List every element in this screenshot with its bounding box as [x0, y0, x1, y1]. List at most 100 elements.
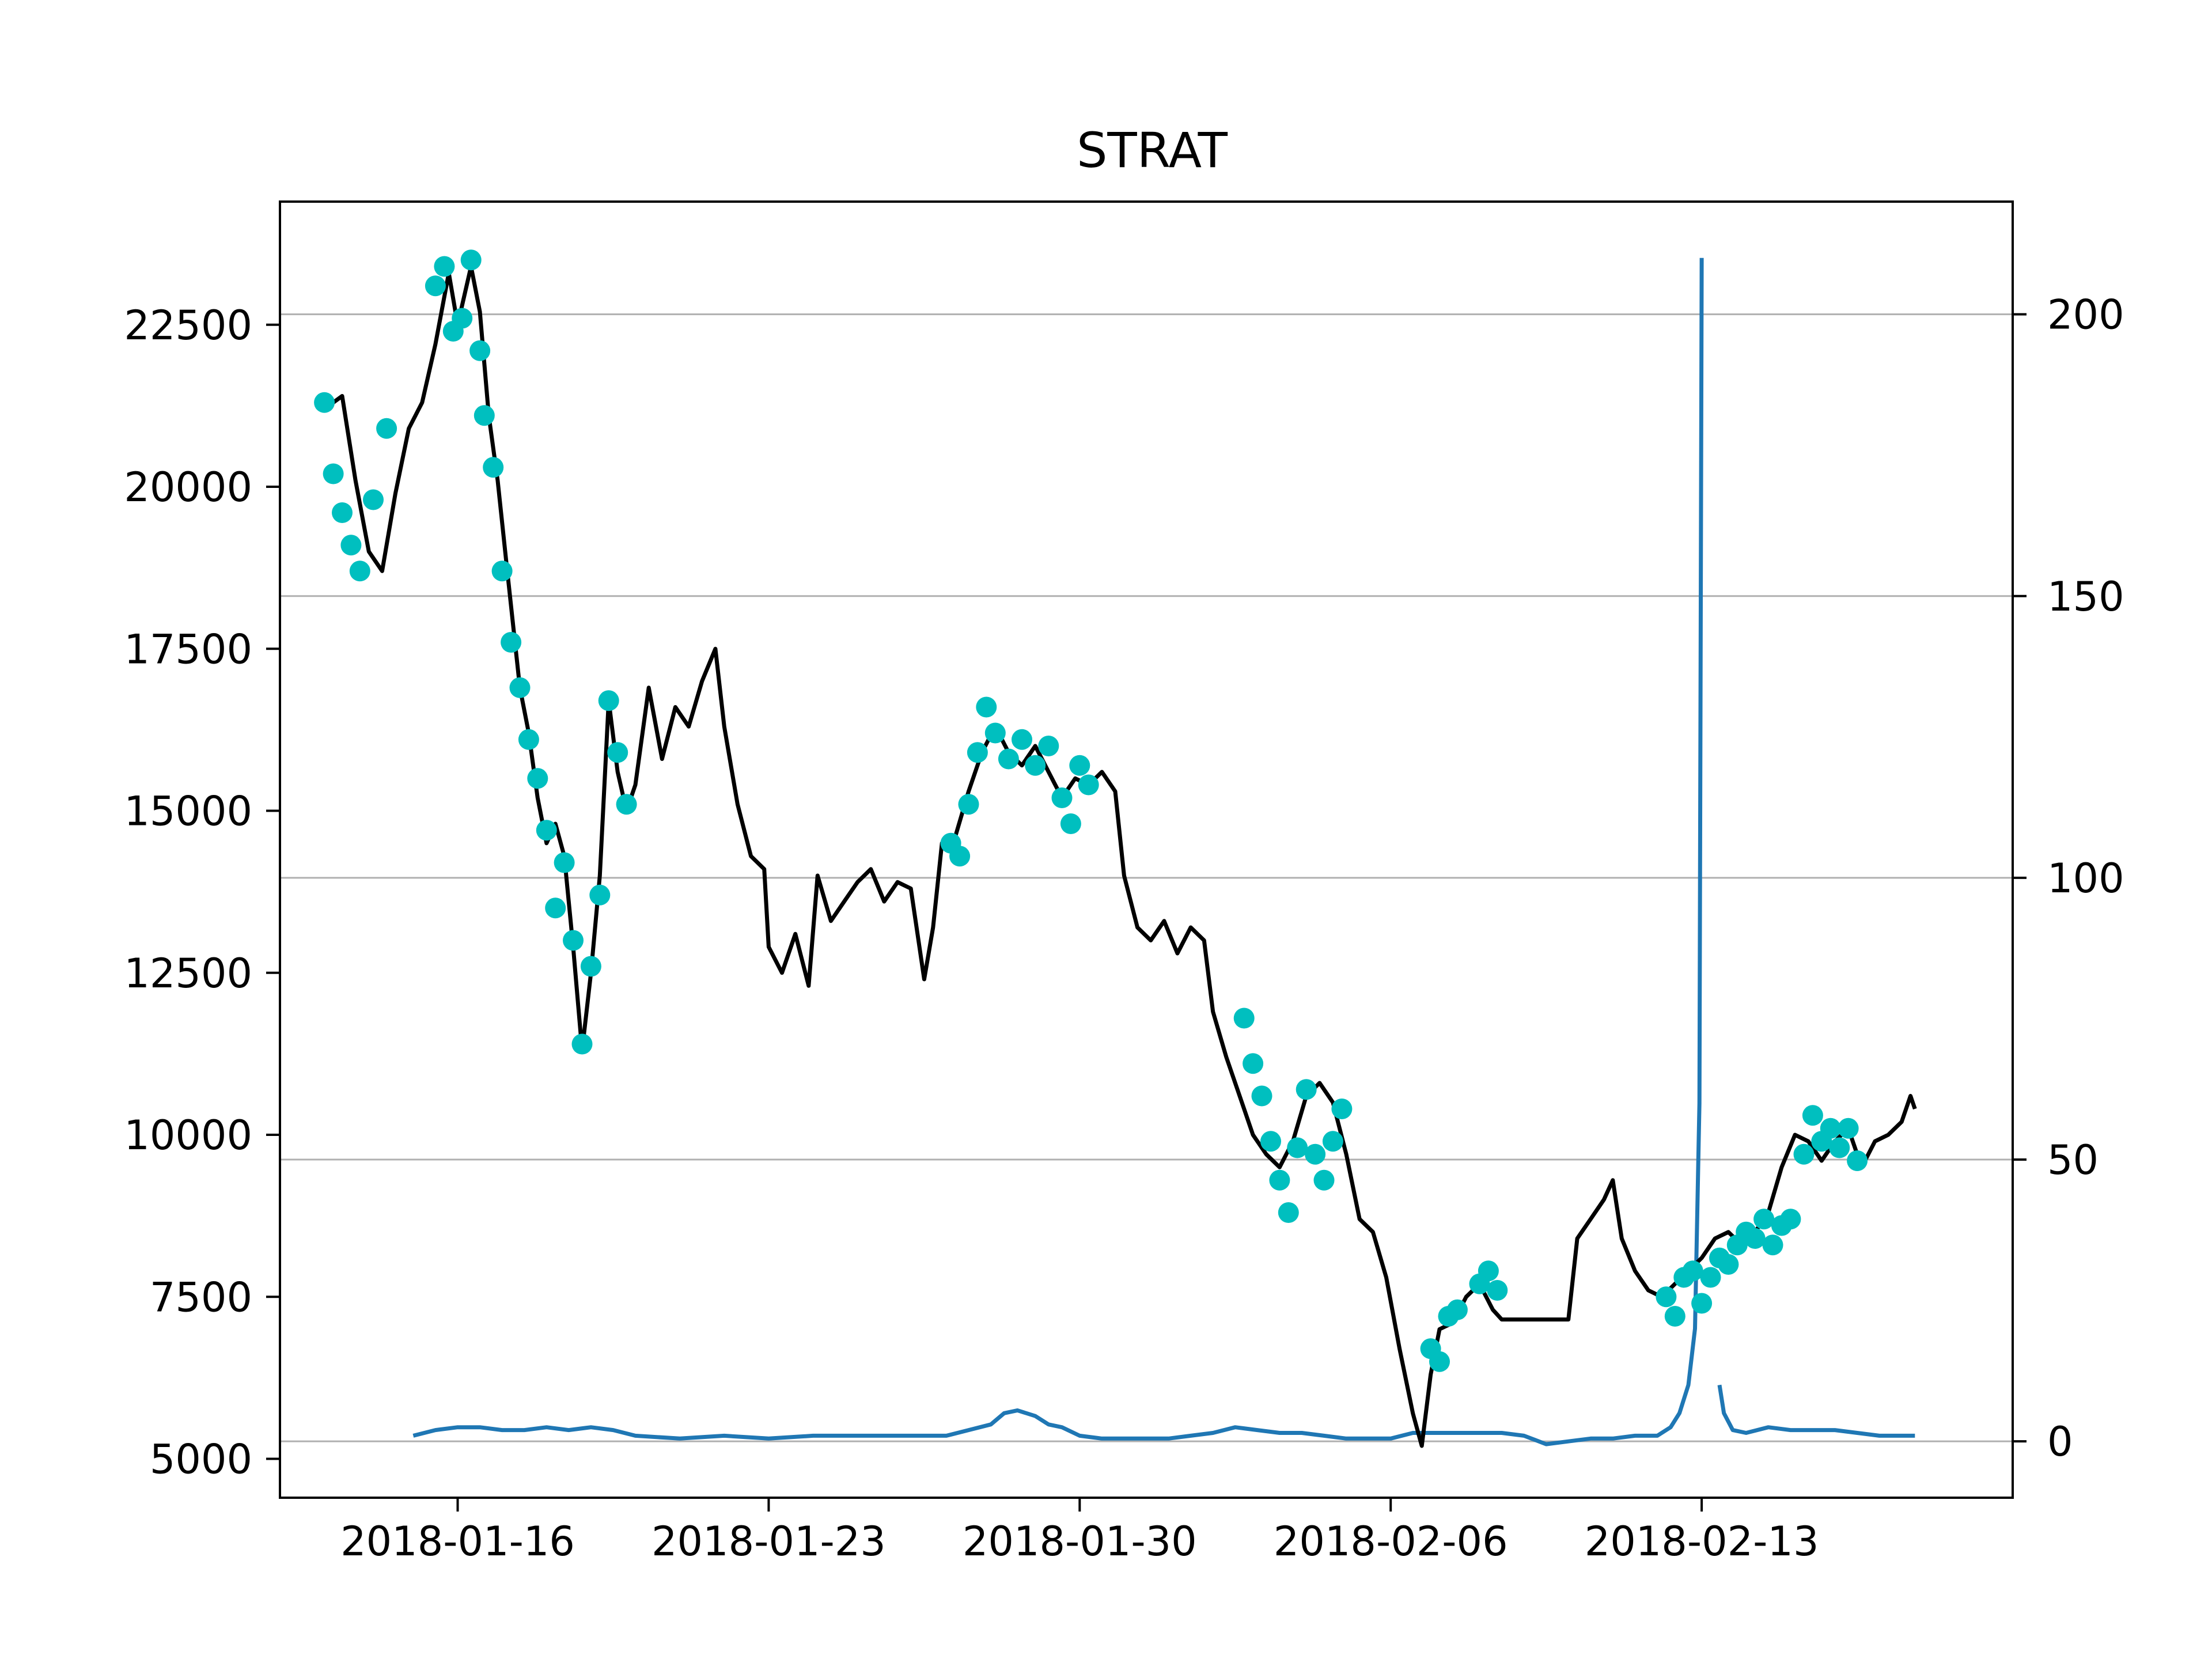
marker-point-44 — [1233, 1007, 1255, 1029]
marker-point-2 — [332, 502, 353, 523]
marker-point-8 — [434, 256, 455, 277]
marker-point-82 — [1829, 1137, 1850, 1158]
marker-point-34 — [976, 696, 997, 718]
grid-layer — [280, 313, 2013, 1442]
marker-point-50 — [1287, 1137, 1308, 1158]
marker-point-57 — [1429, 1351, 1450, 1372]
marker-point-12 — [469, 340, 491, 361]
marker-point-63 — [1656, 1286, 1677, 1308]
marker-point-6 — [376, 418, 397, 439]
marker-point-35 — [984, 722, 1006, 744]
marker-point-66 — [1682, 1260, 1703, 1282]
marker-point-37 — [1012, 729, 1032, 750]
marker-point-75 — [1762, 1234, 1783, 1256]
marker-point-48 — [1269, 1169, 1290, 1191]
marker-point-54 — [1322, 1131, 1343, 1152]
marker-point-47 — [1260, 1131, 1281, 1152]
marker-point-73 — [1744, 1228, 1766, 1249]
marker-point-15 — [491, 560, 513, 582]
marker-point-0 — [314, 392, 335, 413]
x-axis: 2018-01-16 2018-01-23 2018-01-30 2018-02-06… — [340, 1498, 1819, 1565]
x-tick-label-0: 2018-01-16 — [340, 1518, 575, 1565]
marker-point-24 — [571, 1033, 593, 1055]
marker-point-84 — [1847, 1150, 1868, 1171]
marker-point-16 — [501, 632, 522, 653]
marker-point-18 — [518, 729, 539, 750]
y-tick-label-6: 20000 — [124, 464, 252, 511]
y-axis-right: 0 50 100 150 200 — [2013, 291, 2124, 1465]
marker-point-17 — [509, 677, 531, 698]
marker-point-19 — [527, 768, 548, 789]
y-tick-label-0: 5000 — [150, 1436, 252, 1483]
marker-point-77 — [1780, 1209, 1801, 1230]
marker-point-21 — [545, 897, 566, 919]
marker-point-42 — [1069, 755, 1090, 776]
marker-point-55 — [1331, 1099, 1353, 1119]
marker-point-20 — [536, 820, 557, 841]
y-tick-label-7: 22500 — [124, 302, 252, 349]
marker-point-5 — [363, 489, 384, 510]
marker-point-28 — [607, 742, 628, 763]
y-tick-label-1: 7500 — [150, 1274, 252, 1321]
marker-point-11 — [460, 249, 482, 271]
marker-point-22 — [554, 852, 575, 873]
marker-point-67 — [1691, 1293, 1713, 1314]
marker-point-81 — [1820, 1118, 1841, 1139]
y2-tick-label-2: 100 — [2047, 855, 2124, 902]
marker-point-29 — [616, 794, 637, 815]
y-tick-label-4: 15000 — [124, 788, 252, 835]
x-tick-label-4: 2018-02-13 — [1585, 1518, 1819, 1565]
y2-tick-label-4: 200 — [2047, 291, 2124, 339]
marker-point-10 — [452, 308, 473, 329]
marker-point-38 — [1025, 755, 1046, 776]
marker-point-53 — [1313, 1169, 1335, 1191]
marker-point-32 — [958, 794, 979, 815]
plot-frame — [279, 200, 2014, 1499]
marker-point-51 — [1296, 1079, 1317, 1100]
marker-point-36 — [998, 748, 1019, 770]
indicator-line-1 — [1717, 1384, 1915, 1438]
marker-point-49 — [1278, 1202, 1299, 1223]
marker-point-39 — [1038, 736, 1059, 756]
marker-point-25 — [580, 956, 601, 977]
marker-point-13 — [474, 405, 495, 426]
y-tick-label-2: 10000 — [124, 1112, 252, 1159]
marker-point-1 — [323, 463, 344, 484]
marker-point-3 — [340, 535, 362, 556]
marker-point-61 — [1478, 1260, 1499, 1282]
y-axis-left: 5000 7500 10000 12500 15000 17500 20000 22500 — [124, 302, 280, 1483]
marker-point-31 — [949, 846, 971, 867]
marker-point-64 — [1664, 1306, 1685, 1327]
x-tick-label-2: 2018-01-30 — [963, 1518, 1197, 1565]
y-tick-label-5: 17500 — [124, 626, 252, 673]
y-tick-label-3: 12500 — [124, 950, 252, 997]
marker-layer — [314, 249, 1868, 1372]
y2-tick-label-1: 50 — [2047, 1137, 2099, 1184]
marker-point-7 — [425, 275, 446, 297]
marker-point-52 — [1305, 1143, 1326, 1165]
marker-point-79 — [1802, 1105, 1823, 1126]
marker-point-14 — [483, 457, 504, 478]
marker-point-59 — [1446, 1299, 1468, 1320]
marker-point-68 — [1700, 1267, 1721, 1288]
marker-point-74 — [1753, 1209, 1775, 1230]
marker-point-70 — [1718, 1254, 1739, 1275]
marker-point-45 — [1243, 1053, 1264, 1074]
indicator-layer — [412, 257, 1915, 1446]
x-tick-label-1: 2018-01-23 — [652, 1518, 886, 1565]
marker-point-27 — [598, 690, 619, 711]
y2-tick-label-0: 0 — [2047, 1418, 2073, 1465]
marker-point-33 — [967, 742, 988, 763]
marker-point-62 — [1487, 1280, 1508, 1301]
y2-tick-label-3: 150 — [2047, 573, 2124, 620]
indicator-line-0 — [412, 257, 1704, 1446]
marker-point-4 — [349, 560, 370, 582]
chart-title: STRAT — [1077, 122, 1228, 179]
marker-point-78 — [1793, 1143, 1815, 1165]
marker-point-46 — [1251, 1085, 1272, 1107]
marker-point-40 — [1051, 787, 1073, 808]
marker-point-43 — [1078, 774, 1099, 796]
x-tick-label-3: 2018-02-06 — [1274, 1518, 1508, 1565]
marker-point-41 — [1060, 813, 1081, 834]
